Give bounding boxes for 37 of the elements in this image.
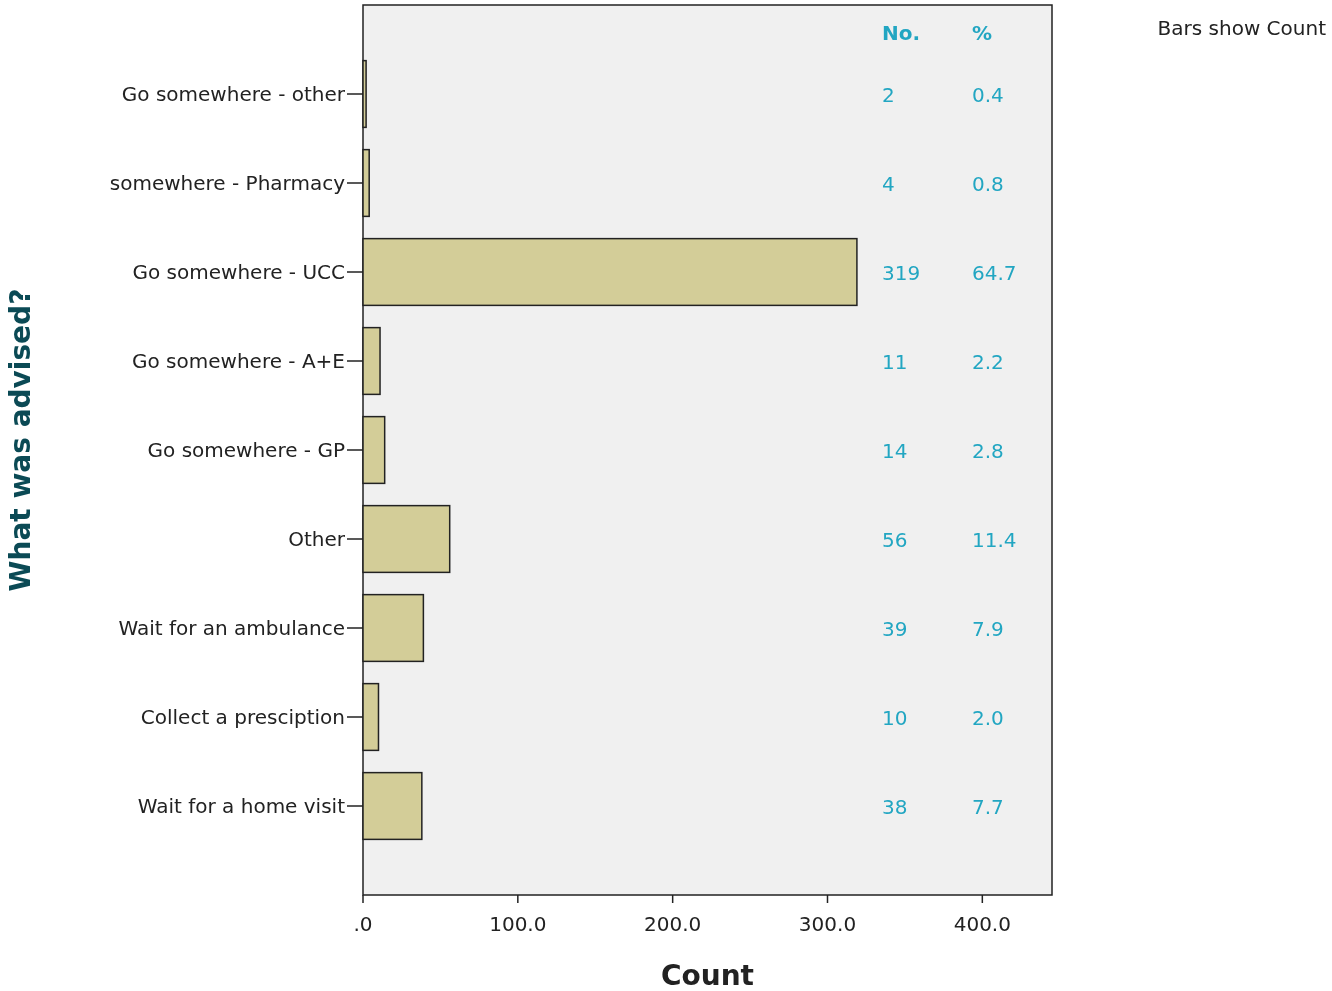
annotation: 4 xyxy=(882,172,895,196)
annotation: 2.0 xyxy=(972,706,1004,730)
annotation: 0.4 xyxy=(972,83,1004,107)
annotation: 11.4 xyxy=(972,528,1017,552)
annotation: % xyxy=(972,21,993,45)
annotation: 14 xyxy=(882,439,908,463)
y-tick-label: Collect a presciption xyxy=(140,705,345,729)
y-tick-label: Go somewhere - A+E xyxy=(132,349,345,373)
annotation: No. xyxy=(882,21,921,45)
annotation: 2.8 xyxy=(972,439,1004,463)
annotation: 7.9 xyxy=(972,617,1004,641)
y-tick-label: Go somewhere - GP xyxy=(147,438,345,462)
y-tick-label: Go somewhere - UCC xyxy=(132,260,345,284)
annotation: 2 xyxy=(882,83,895,107)
y-tick-label: Go somewhere - other xyxy=(121,82,346,106)
y-tick-label: Other xyxy=(288,527,346,551)
annotation: 0.8 xyxy=(972,172,1004,196)
annotation: 11 xyxy=(882,350,908,374)
x-tick-label: .0 xyxy=(353,912,373,936)
y-tick-label: Wait for a home visit xyxy=(137,794,346,818)
annotation: 319 xyxy=(882,261,921,285)
annotation: 2.2 xyxy=(972,350,1004,374)
annotation: 10 xyxy=(882,706,908,730)
annotation: 7.7 xyxy=(972,795,1004,819)
y-tick-label: somewhere - Pharmacy xyxy=(109,171,346,195)
x-tick-label: 200.0 xyxy=(644,912,702,936)
text: Bars show Count xyxy=(1157,16,1327,40)
x-tick-label: 300.0 xyxy=(798,912,857,936)
y-tick-label: Wait for an ambulance xyxy=(118,616,345,640)
x-tick-label: 400.0 xyxy=(953,912,1011,936)
annotation: 38 xyxy=(882,795,908,819)
annotation: 64.7 xyxy=(972,261,1017,285)
x-axis-title: Count xyxy=(660,959,755,991)
annotation: 39 xyxy=(882,617,908,641)
annotation: 56 xyxy=(882,528,908,552)
y-axis-title: What was advised? xyxy=(4,288,37,592)
x-tick-label: 100.0 xyxy=(489,912,547,936)
